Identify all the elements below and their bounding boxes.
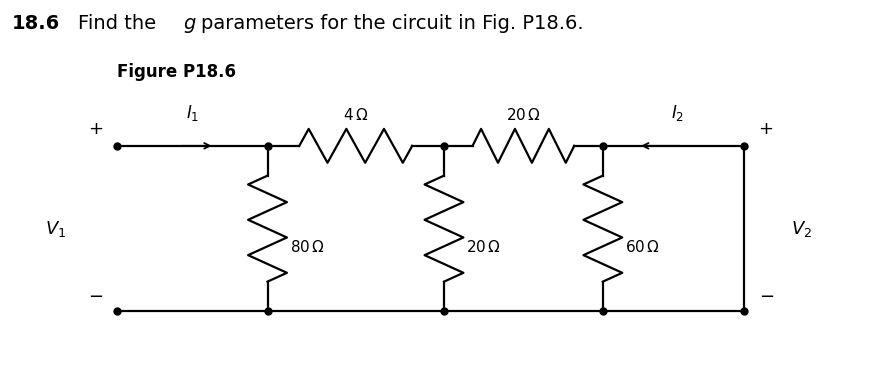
Text: $4\,\Omega$: $4\,\Omega$ [343, 107, 369, 123]
Text: $80\,\Omega$: $80\,\Omega$ [289, 240, 325, 256]
Text: 18.6: 18.6 [12, 14, 59, 33]
Text: $-$: $-$ [88, 286, 103, 304]
Text: $I_1$: $I_1$ [186, 103, 199, 123]
Text: Find the: Find the [78, 14, 156, 33]
Text: $I_2$: $I_2$ [671, 103, 685, 123]
Text: parameters for the circuit in Fig. P18.6.: parameters for the circuit in Fig. P18.6… [202, 14, 584, 33]
Text: $60\,\Omega$: $60\,\Omega$ [625, 240, 660, 256]
Text: $V_2$: $V_2$ [791, 219, 812, 239]
Text: +: + [758, 120, 773, 138]
Text: Figure P18.6: Figure P18.6 [117, 63, 236, 81]
Text: +: + [88, 120, 103, 138]
Text: $20\,\Omega$: $20\,\Omega$ [466, 240, 501, 256]
Text: $20\,\Omega$: $20\,\Omega$ [506, 107, 541, 123]
Text: $V_1$: $V_1$ [45, 219, 67, 239]
Text: $-$: $-$ [758, 286, 773, 304]
Text: g: g [184, 14, 196, 33]
